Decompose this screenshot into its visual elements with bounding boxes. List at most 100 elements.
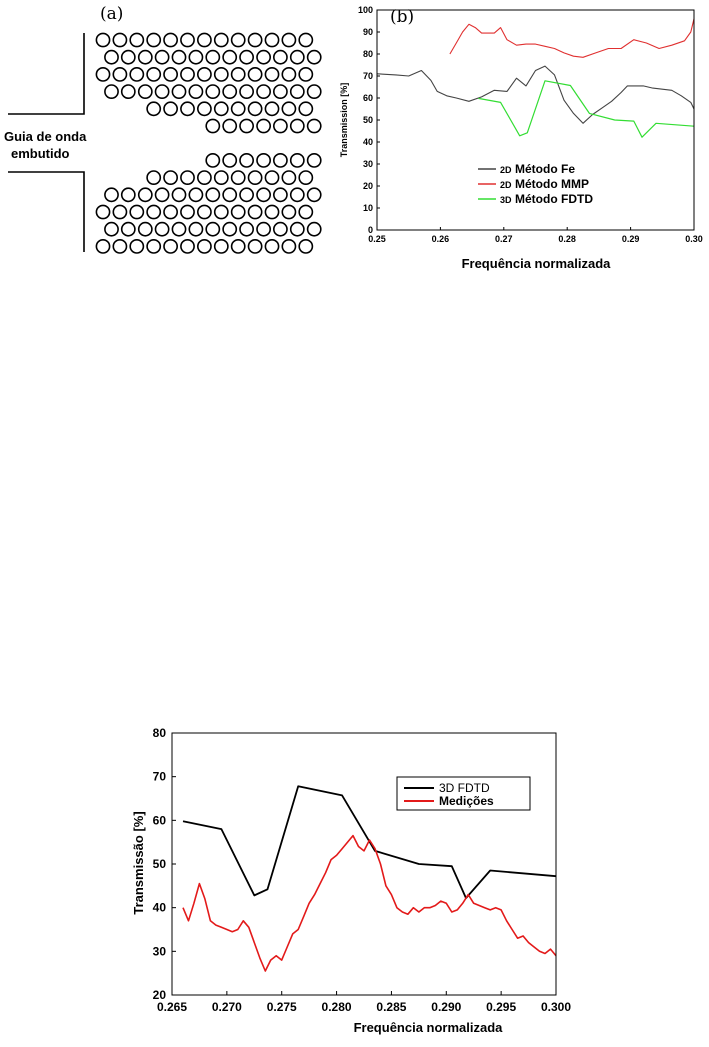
air-hole	[289, 152, 305, 168]
legend-label-mmp: Método MMP	[515, 177, 589, 191]
air-hole	[146, 67, 162, 82]
series-line-3d-fdtd	[182, 785, 557, 899]
y-tick-label: 10	[363, 203, 373, 213]
air-hole	[171, 221, 187, 237]
air-hole	[256, 49, 271, 65]
air-hole	[146, 238, 162, 254]
air-hole	[281, 101, 297, 117]
air-hole	[239, 187, 254, 203]
x-tick-label: 0.25	[368, 234, 386, 244]
x-tick-label: 0.290	[431, 1000, 461, 1014]
air-hole	[163, 32, 178, 48]
air-hole	[289, 221, 305, 237]
air-hole	[306, 187, 322, 203]
air-hole	[247, 32, 263, 48]
air-hole	[188, 84, 204, 99]
air-hole	[298, 238, 314, 254]
air-hole	[104, 84, 119, 99]
air-hole	[129, 67, 145, 82]
air-hole	[256, 152, 271, 168]
panel-b-label: (b)	[390, 7, 414, 27]
air-hole	[196, 67, 212, 82]
air-hole	[281, 204, 297, 220]
air-hole	[154, 49, 170, 65]
y-tick-label: 70	[153, 770, 167, 784]
air-hole	[120, 49, 136, 65]
y-tick-label: 60	[153, 813, 167, 827]
waveguide-wall-top	[8, 33, 85, 115]
air-hole	[239, 118, 254, 134]
air-hole	[306, 118, 322, 134]
air-hole	[239, 152, 254, 168]
waveguide-label-line2: embutido	[11, 146, 70, 161]
air-hole	[298, 101, 314, 117]
air-hole	[104, 187, 119, 203]
air-hole	[298, 170, 314, 185]
air-hole	[196, 170, 212, 185]
air-hole	[247, 101, 263, 117]
air-hole	[146, 101, 162, 117]
y-tick-label: 20	[153, 988, 167, 1002]
air-hole	[137, 84, 153, 99]
air-hole	[180, 238, 195, 254]
air-hole	[163, 238, 178, 254]
x-tick-label: 0.29	[622, 234, 640, 244]
air-hole	[129, 32, 145, 48]
chart-b-legend: 2D Método Fe 2D Método MMP 3D Método FDT…	[478, 162, 593, 206]
air-hole	[222, 221, 238, 237]
air-hole	[95, 204, 111, 220]
x-tick-label: 0.30	[685, 234, 703, 244]
air-hole	[137, 221, 153, 237]
air-hole	[306, 49, 322, 65]
air-hole	[289, 49, 305, 65]
air-hole	[298, 204, 314, 220]
air-hole	[180, 101, 195, 117]
air-hole	[112, 204, 128, 220]
x-tick-label: 0.265	[157, 1000, 187, 1014]
air-hole	[205, 187, 221, 203]
air-hole	[171, 84, 187, 99]
x-tick-label: 0.280	[322, 1000, 352, 1014]
legend-label-fe: Método Fe	[515, 162, 575, 176]
air-hole	[163, 101, 178, 117]
air-hole	[213, 170, 229, 185]
chart-b: (b) 0.25 0.26 0.27 0.28 0.29 0.30 0 10 20 30 40 50 6…	[339, 5, 703, 271]
air-hole	[256, 221, 271, 237]
chart-bottom-ylabel: Transmissão [%]	[131, 811, 146, 914]
air-hole	[298, 32, 314, 48]
air-hole	[95, 32, 111, 48]
y-tick-label: 30	[363, 159, 373, 169]
chart-bottom-legend: 3D FDTD Medições	[396, 776, 531, 811]
air-hole	[298, 67, 314, 82]
air-hole	[213, 204, 229, 220]
air-hole	[272, 152, 288, 168]
air-hole	[205, 49, 221, 65]
air-hole	[129, 204, 145, 220]
chart-b-xlabel: Frequência normalizada	[462, 256, 612, 271]
y-tick-label: 40	[363, 137, 373, 147]
air-hole	[163, 204, 178, 220]
air-hole	[213, 238, 229, 254]
air-hole	[239, 49, 254, 65]
air-hole	[230, 238, 246, 254]
x-tick-label: 0.285	[376, 1000, 406, 1014]
y-tick-label: 70	[363, 71, 373, 81]
air-hole	[222, 152, 238, 168]
air-hole	[196, 238, 212, 254]
x-tick-label: 0.295	[486, 1000, 516, 1014]
air-hole	[146, 170, 162, 185]
legend-label-3d-fdtd: 3D FDTD	[439, 781, 490, 795]
air-hole	[129, 238, 145, 254]
air-hole	[272, 187, 288, 203]
series-line-medi-es	[182, 834, 557, 972]
air-hole	[247, 67, 263, 82]
air-hole	[154, 84, 170, 99]
air-hole	[264, 204, 280, 220]
air-hole	[239, 221, 254, 237]
x-tick-label: 0.28	[558, 234, 576, 244]
air-hole	[188, 187, 204, 203]
air-hole	[95, 67, 111, 82]
x-tick-label: 0.300	[541, 1000, 571, 1014]
y-tick-label: 20	[363, 181, 373, 191]
y-tick-label: 0	[368, 225, 373, 235]
